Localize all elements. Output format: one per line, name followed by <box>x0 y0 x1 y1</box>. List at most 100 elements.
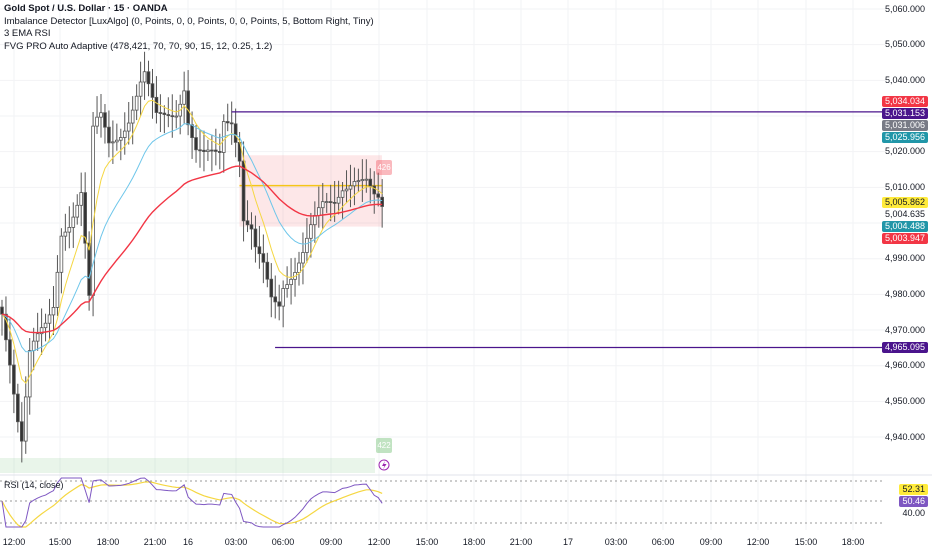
candle-up <box>119 137 123 141</box>
candle-down <box>8 339 12 366</box>
price-label: 4,965.095 <box>881 342 928 354</box>
time-tick: 06:00 <box>271 537 295 547</box>
candle-down <box>217 151 222 153</box>
price-tick: 5,060.000 <box>884 3 925 14</box>
candle-up <box>51 307 56 316</box>
candle-down <box>154 96 159 113</box>
candle-up <box>174 115 179 118</box>
candle-up <box>35 333 40 342</box>
price-tick: 4,990.000 <box>884 253 925 264</box>
candle-up <box>79 192 84 206</box>
candle-up <box>122 130 127 138</box>
candle-down <box>332 201 337 204</box>
time-tick: 03:00 <box>604 537 628 547</box>
time-tick: 12:00 <box>367 537 391 547</box>
candle-down <box>241 160 246 222</box>
candle-up <box>75 204 80 218</box>
price-label: 5,004.635 <box>884 208 925 219</box>
indicator-fvg-pro[interactable]: FVG PRO Auto Adaptive (478,421, 70, 70, … <box>4 40 273 52</box>
indicator-3-ema-rsi[interactable]: 3 EMA RSI <box>4 28 51 39</box>
candle-down <box>202 149 206 153</box>
time-tick: 12:00 <box>746 537 770 547</box>
candle-down <box>194 137 198 151</box>
candle-up <box>313 215 317 226</box>
ema-line-20 <box>1 123 383 353</box>
candle-down <box>380 196 384 207</box>
time-tick: 15:00 <box>48 537 72 547</box>
candle-down <box>16 393 20 423</box>
candle-up <box>309 224 313 239</box>
price-tick: 5,010.000 <box>884 181 925 192</box>
price-tick: 5,020.000 <box>884 146 925 157</box>
candle-up <box>95 116 99 127</box>
price-tick: 4,950.000 <box>884 395 925 406</box>
candle-up <box>364 178 369 181</box>
fvg-bullish-box <box>0 458 375 473</box>
candle-up <box>344 188 349 192</box>
candle-down <box>328 201 333 203</box>
candle-down <box>190 124 194 139</box>
price-label: 5,031.153 <box>881 108 928 120</box>
candle-up <box>67 227 72 233</box>
candle-up <box>289 278 293 286</box>
price-tick: 5,040.000 <box>884 74 925 85</box>
candle-down <box>249 224 254 230</box>
candle-up <box>348 185 353 190</box>
candle-down <box>253 228 258 248</box>
candle-up <box>115 139 119 143</box>
candle-up <box>142 71 147 83</box>
candle-up <box>281 288 285 307</box>
candle-up <box>360 179 365 182</box>
candle-down <box>103 112 107 128</box>
rsi-line <box>1 477 383 528</box>
candle-down <box>146 71 151 85</box>
price-tick: 5,050.000 <box>884 39 925 50</box>
candle-down <box>225 121 230 124</box>
candle-down <box>162 112 167 115</box>
indicator-imbalance-detector[interactable]: Imbalance Detector [LuxAlgo] (0, Points,… <box>4 15 374 27</box>
rsi-title[interactable]: RSI (14, close) <box>4 480 64 490</box>
candle-up <box>206 149 210 153</box>
time-tick: 12:00 <box>2 537 26 547</box>
candle-down <box>273 296 278 303</box>
time-tick: 18:00 <box>462 537 486 547</box>
candle-down <box>376 193 380 198</box>
candle-down <box>265 261 270 280</box>
candle-down <box>269 278 274 298</box>
candle-down <box>170 115 175 118</box>
candle-down <box>210 149 214 152</box>
price-tick: 4,980.000 <box>884 288 925 299</box>
price-label: 5,004.488 <box>881 220 928 232</box>
candle-up <box>111 141 115 144</box>
candle-up <box>63 231 68 237</box>
candle-up <box>99 112 103 118</box>
price-tick: 4,940.000 <box>884 431 925 442</box>
candle-up <box>126 122 131 132</box>
candle-down <box>4 313 8 341</box>
candle-down <box>186 90 190 126</box>
time-tick: 18:00 <box>96 537 120 547</box>
candle-up <box>285 284 289 289</box>
candle-up <box>301 252 305 264</box>
candle-down <box>257 246 262 255</box>
candle-up <box>138 81 143 97</box>
fvg-count-label: 426 <box>376 160 392 175</box>
candle-up <box>47 314 52 324</box>
time-tick: 09:00 <box>319 537 343 547</box>
time-tick: 03:00 <box>224 537 248 547</box>
candle-up <box>71 216 76 228</box>
rsi-value-label: 40.00 <box>902 507 925 518</box>
time-tick: 21:00 <box>509 537 533 547</box>
candle-up <box>91 125 95 296</box>
candle-down <box>233 123 238 143</box>
price-tick: 4,960.000 <box>884 360 925 371</box>
candle-up <box>297 262 301 273</box>
ema-line-50 <box>1 165 383 334</box>
symbol-title[interactable]: Gold Spot / U.S. Dollar · 15 · OANDA <box>4 3 168 14</box>
candle-up <box>182 90 186 105</box>
candle-up <box>305 237 309 253</box>
candle-up <box>320 201 325 209</box>
candle-down <box>158 112 163 114</box>
time-tick: 16 <box>182 537 194 547</box>
